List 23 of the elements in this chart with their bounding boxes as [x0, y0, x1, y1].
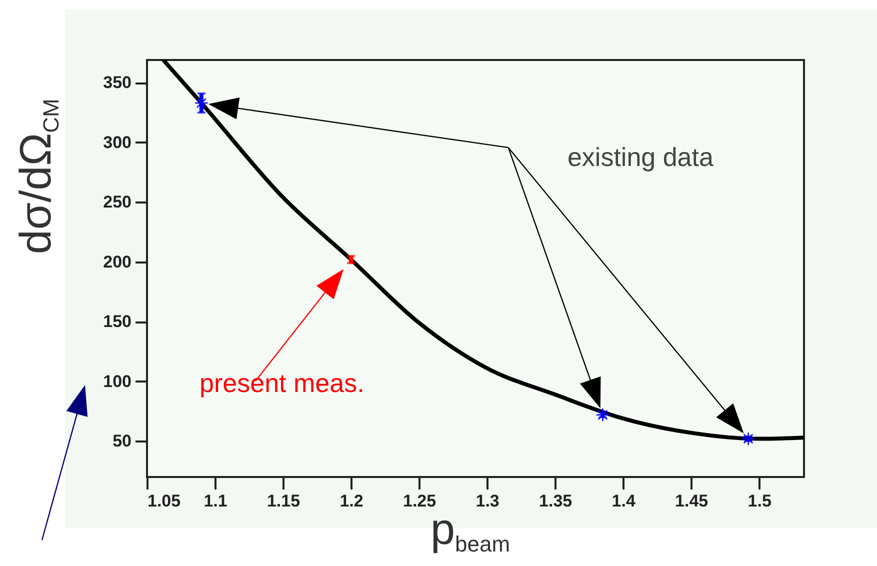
x-tick-label: 1.35 [539, 492, 572, 510]
x-tick-label: 1.15 [266, 492, 300, 510]
x-tick-label: 1.3 [476, 492, 500, 510]
y-tick-label: 200 [103, 252, 132, 272]
x-tick-label: 1.05 [148, 492, 181, 510]
y-tick-label: 100 [103, 372, 132, 391]
annotation: existing data [567, 142, 714, 174]
x-tick-label: 1.45 [675, 492, 708, 510]
x-tick-label: 1.5 [748, 492, 772, 510]
x-tick-label: 1.2 [340, 492, 364, 510]
y-tick-label: 350 [103, 73, 132, 92]
point [741, 432, 756, 446]
point [596, 408, 610, 422]
x-tick-label: 1.25 [403, 492, 436, 510]
y-tick-label: 250 [103, 192, 132, 212]
x-tick-label: 1.4 [612, 492, 636, 510]
y-tick-label: 150 [103, 312, 132, 332]
text: present meas. [200, 368, 364, 399]
line-series [161, 60, 804, 441]
point [194, 96, 208, 110]
x-tick-label: 1.1 [204, 492, 228, 510]
y-tick-label: 300 [103, 132, 132, 152]
y-tick-label: 50 [112, 432, 132, 451]
